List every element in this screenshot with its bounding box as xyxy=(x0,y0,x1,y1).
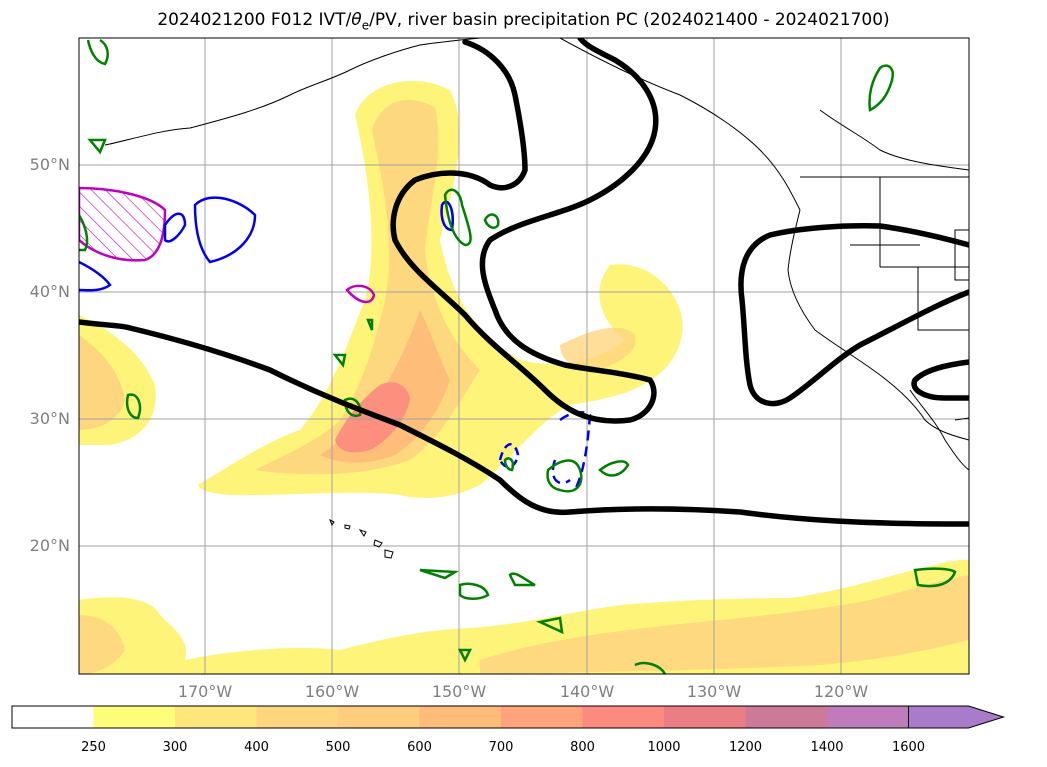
lon-label-130w: 130°W xyxy=(686,682,742,701)
colorbar-segment xyxy=(745,706,828,728)
map-frame xyxy=(78,37,970,675)
magenta-contour-1 xyxy=(79,186,167,262)
coastlines xyxy=(104,38,969,559)
colorbar xyxy=(11,705,1006,729)
green-contour-15 xyxy=(79,214,89,252)
colorbar-tick-label: 600 xyxy=(407,740,432,755)
colorbar-tick-label: 1000 xyxy=(647,740,681,755)
green-contour-12 xyxy=(868,64,894,112)
green-contour-2 xyxy=(483,213,500,229)
blue-contour-1 xyxy=(193,196,257,264)
green-contour-6 xyxy=(598,460,630,477)
lat-label-30: 30°N xyxy=(29,409,70,428)
pv-contour-southeast xyxy=(911,359,969,401)
ivt-south-band-mid xyxy=(79,575,969,674)
colorbar-tick-label: 800 xyxy=(570,740,595,755)
lat-label-50: 50°N xyxy=(29,155,70,174)
ivt-plume-high xyxy=(320,310,450,463)
green-contour-18 xyxy=(503,457,515,472)
lat-label-20: 20°N xyxy=(29,536,70,555)
green-contour-19 xyxy=(332,353,347,368)
pv-contour-north-lobe xyxy=(390,38,659,424)
colorbar-tick-label: 400 xyxy=(244,740,269,755)
green-contour-14 xyxy=(87,138,107,155)
pv-contour-trough xyxy=(79,319,969,527)
colorbar-tick-label: 500 xyxy=(325,740,351,755)
green-contour-7 xyxy=(913,567,957,588)
colorbar-extend-arrow xyxy=(908,705,1006,729)
colorbar-segment xyxy=(338,706,420,728)
lon-label-160w: 160°W xyxy=(304,682,360,701)
green-contour-4 xyxy=(125,393,142,420)
colorbar-tick-label: 250 xyxy=(81,740,106,755)
colorbar-segment xyxy=(93,706,176,728)
blue-contour-2 xyxy=(163,212,187,243)
green-contour-1 xyxy=(443,188,472,247)
green-contour-13 xyxy=(86,38,109,66)
green-contour-8 xyxy=(458,582,490,600)
green-contour-20 xyxy=(366,318,374,331)
pv-contour-east-ridge xyxy=(738,223,969,407)
lon-label-120w: 120°W xyxy=(813,682,869,701)
colorbar-segment xyxy=(501,706,583,728)
pv-contours xyxy=(79,38,969,527)
lon-label-150w: 150°W xyxy=(431,682,487,701)
alaska-coast xyxy=(104,38,481,146)
green-contour-5 xyxy=(546,459,583,493)
map-title: 2024021200 F012 IVT/θe/PV, river basin p… xyxy=(157,10,890,33)
colorbar-segment xyxy=(664,706,746,728)
green-contour-3 xyxy=(343,397,362,417)
ivt-west-blob-mid xyxy=(79,335,125,430)
colorbar-segment xyxy=(12,706,94,728)
colorbar-tick-label: 1200 xyxy=(728,740,763,755)
colorbar-tick-label: 300 xyxy=(162,740,188,755)
lon-label-170w: 170°W xyxy=(177,682,233,701)
colorbar-outline xyxy=(11,705,909,729)
ivt-arm-east xyxy=(560,327,636,371)
colorbar-segment xyxy=(827,706,909,728)
green-contour-16 xyxy=(634,661,667,674)
blue-contour-3 xyxy=(79,260,112,292)
colorbar-tick-label: 700 xyxy=(488,740,514,755)
colorbar-segment xyxy=(175,706,257,728)
colorbar-tick-label: 1600 xyxy=(891,740,926,755)
green-contour-9 xyxy=(419,568,460,580)
colorbar-tick-label: 1400 xyxy=(810,740,844,755)
green-contour-10 xyxy=(508,572,536,587)
lat-label-40: 40°N xyxy=(29,282,70,301)
green-contour-17 xyxy=(457,648,473,663)
baja-coast xyxy=(909,389,969,471)
colorbar-segment xyxy=(419,706,502,728)
colorbar-segment xyxy=(256,706,339,728)
green-contour-11 xyxy=(535,616,564,635)
magenta-contour-2 xyxy=(345,284,376,304)
lon-label-140w: 140°W xyxy=(559,682,615,701)
theta-e-contours xyxy=(79,38,957,674)
colorbar-segment xyxy=(582,706,665,728)
hawaii-islands xyxy=(329,518,394,559)
